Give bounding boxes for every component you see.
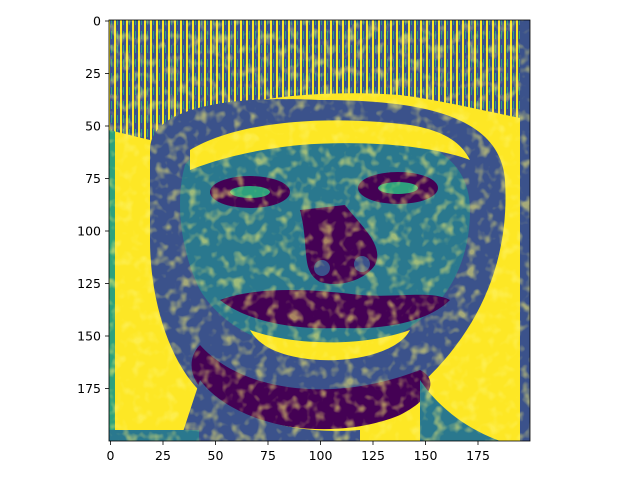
y-tick-label: 50 — [85, 119, 101, 134]
x-tick-label: 75 — [260, 448, 276, 463]
y-tick-label: 100 — [77, 224, 101, 239]
axes-frame — [108, 19, 531, 442]
y-tick-label: 125 — [77, 276, 101, 291]
y-tick-label: 0 — [93, 14, 101, 29]
x-tick-label: 25 — [155, 448, 171, 463]
x-tick-label: 175 — [466, 448, 490, 463]
x-axis: 0 25 50 75 100 125 150 175 — [107, 441, 490, 463]
image-area — [109, 20, 530, 441]
x-tick-label: 150 — [414, 448, 438, 463]
y-axis: 0 25 50 75 100 125 150 175 — [77, 14, 109, 396]
x-tick-label: 125 — [361, 448, 385, 463]
y-tick-label: 25 — [85, 66, 101, 81]
y-tick-label: 75 — [85, 171, 101, 186]
x-tick-label: 50 — [208, 448, 224, 463]
x-tick-label: 0 — [107, 448, 115, 463]
y-tick-label: 175 — [77, 381, 101, 396]
y-tick-label: 150 — [77, 329, 101, 344]
x-tick-label: 100 — [309, 448, 333, 463]
